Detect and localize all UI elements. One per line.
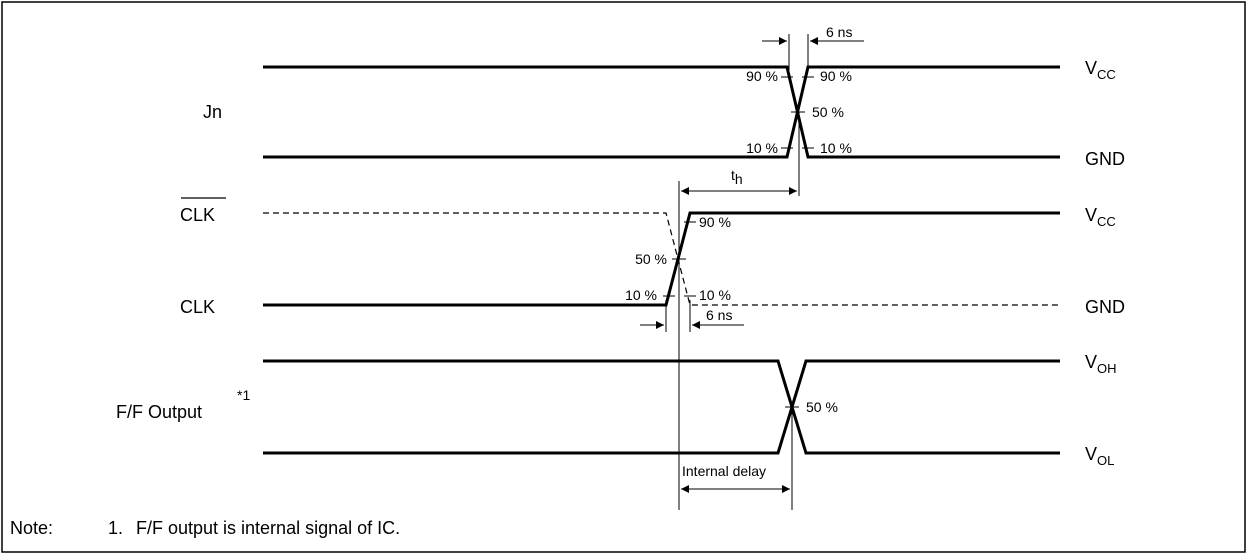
signal-label-jn: Jn	[203, 102, 222, 122]
ff-output-waveform	[263, 359, 1060, 455]
ff-high-to-low	[263, 359, 1060, 455]
clk-label-90: 90 %	[699, 214, 731, 230]
clk-label-10-left: 10 %	[625, 287, 657, 303]
jn-waveform	[263, 65, 1060, 159]
internal-delay-label: Internal delay	[682, 463, 766, 479]
note-label: Note:	[10, 518, 53, 538]
jn-transition-dimension	[762, 34, 864, 70]
ff-low-to-high	[263, 359, 1060, 455]
internal-delay-dimension	[681, 407, 793, 510]
th-label: th	[731, 167, 743, 187]
note-text: F/F output is internal signal of IC.	[136, 518, 400, 538]
clk-label-50: 50 %	[635, 251, 667, 267]
jn-label-10-right: 10 %	[820, 140, 852, 156]
clk-waveform	[263, 211, 1060, 307]
signal-label-clk: CLK	[180, 297, 215, 317]
jn-label-6ns: 6 ns	[826, 24, 852, 40]
jn-label-50: 50 %	[812, 104, 844, 120]
jn-label-90-right: 90 %	[820, 68, 852, 84]
rail-voh: VOH	[1085, 352, 1117, 376]
signal-label-ff-output: F/F Output	[116, 402, 202, 422]
rail-vol: VOL	[1085, 444, 1114, 468]
signal-label-clk-bar: CLK	[180, 205, 215, 225]
rail-gnd-clk: GND	[1085, 297, 1125, 317]
jn-high-to-low-edge	[263, 65, 1060, 159]
clk-label-10-right: 10 %	[699, 287, 731, 303]
jn-label-10-left: 10 %	[746, 140, 778, 156]
rail-gnd-jn: GND	[1085, 149, 1125, 169]
th-dimension	[678, 112, 800, 510]
ff-label-50: 50 %	[806, 399, 838, 415]
note-number: 1.	[108, 518, 123, 538]
jn-low-to-high-edge	[263, 65, 1060, 159]
clk-transition-dimension	[640, 300, 744, 332]
clk-label-6ns: 6 ns	[706, 307, 732, 323]
rail-vcc-jn: VCC	[1085, 58, 1116, 82]
rail-vcc-clk: VCC	[1085, 205, 1116, 229]
ff-footnote-mark: *1	[237, 387, 250, 403]
jn-label-90-left: 90 %	[746, 68, 778, 84]
